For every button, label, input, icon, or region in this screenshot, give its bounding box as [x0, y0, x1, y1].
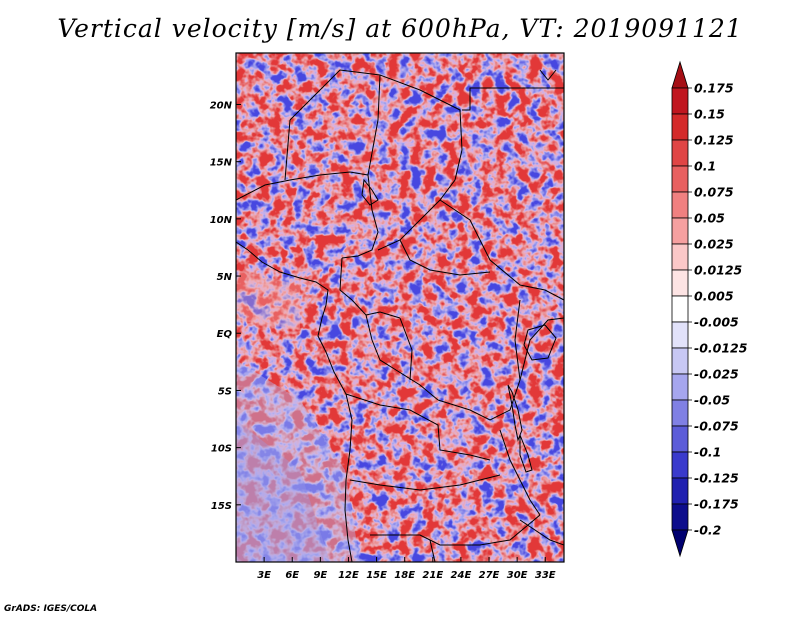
colorbar-segment: [671, 191, 689, 219]
lon-label: 6E: [285, 570, 299, 581]
lon-label: 30E: [507, 570, 528, 581]
colorbar-label: 0.15: [694, 107, 725, 122]
colorbar-max-triangle: [671, 60, 689, 89]
colorbar-label: 0.175: [694, 81, 734, 96]
colorbar-segment: [671, 139, 689, 167]
colorbar-label: -0.0125: [694, 341, 748, 356]
colorbar-segment: [671, 347, 689, 375]
velocity-field: [236, 53, 564, 562]
colorbar-label: 0.075: [694, 185, 734, 200]
colorbar-label: -0.125: [694, 471, 739, 486]
colorbar-segment: [671, 113, 689, 141]
colorbar-segment: [671, 451, 689, 479]
colorbar-label: -0.175: [694, 497, 739, 512]
colorbar-label: -0.1: [694, 445, 721, 460]
lon-label: 27E: [479, 570, 500, 581]
colorbar-label: 0.005: [694, 289, 734, 304]
colorbar-label: 0.0125: [694, 263, 743, 278]
lon-label: 24E: [451, 570, 472, 581]
colorbar-label: 0.025: [694, 237, 734, 252]
colorbar-segment: [671, 165, 689, 193]
colorbar-segment: [671, 503, 689, 531]
colorbar-label: -0.025: [694, 367, 739, 382]
lon-label: 21E: [422, 570, 443, 581]
chart-title: Vertical velocity [m/s] at 600hPa, VT: 2…: [57, 14, 743, 43]
colorbar-segment: [671, 321, 689, 349]
lat-label: 15N: [210, 158, 233, 169]
lon-label: 12E: [338, 570, 359, 581]
colorbar-label: 0.05: [694, 211, 725, 226]
atlantic-ocean-field: [236, 360, 360, 562]
lat-label: 5S: [218, 386, 232, 397]
lon-label: 18E: [394, 570, 415, 581]
lat-label: 5N: [217, 272, 233, 283]
colorbar-label: 0.1: [694, 159, 716, 174]
colorbar-segment: [671, 295, 689, 323]
lat-label: 20N: [210, 100, 233, 111]
colorbar-label: -0.005: [694, 315, 739, 330]
lon-label: 9E: [313, 570, 327, 581]
longitude-axis: 3E 6E 9E 12E 15E 18E 21E 24E 27E 30E 33E: [257, 557, 556, 581]
map-chart: 20N 15N 10N 5N EQ 5S 10S 15S 3E 6E 9E 12E 15E 18E 21E…: [210, 52, 748, 581]
colorbar-label: -0.05: [694, 393, 730, 408]
colorbar-label: -0.2: [694, 523, 721, 538]
colorbar-segment: [671, 477, 689, 505]
lat-label: 15S: [211, 501, 232, 512]
lat-label: 10N: [210, 215, 233, 226]
country-borders: [236, 69, 564, 562]
colorbar-segment: [671, 87, 689, 115]
colorbar-segment: [671, 399, 689, 427]
colorbar-segment: [671, 217, 689, 245]
lat-label: EQ: [217, 329, 233, 340]
grads-credit: GrADS: IGES/COLA: [4, 604, 98, 614]
colorbar-label: 0.125: [694, 133, 734, 148]
colorbar: 0.175 0.15 0.125 0.1 0.075 0.05 0.025 0.0125 0.0…: [671, 60, 748, 558]
lon-label: 33E: [535, 570, 556, 581]
lon-label: 3E: [257, 570, 271, 581]
colorbar-label: -0.075: [694, 419, 739, 434]
lon-label: 15E: [366, 570, 387, 581]
colorbar-segment: [671, 425, 689, 453]
colorbar-segment: [671, 373, 689, 401]
latitude-axis: 20N 15N 10N 5N EQ 5S 10S 15S: [210, 100, 241, 512]
colorbar-min-triangle: [671, 529, 689, 558]
map-frame: [235, 52, 565, 563]
colorbar-segment: [671, 243, 689, 271]
lat-label: 10S: [211, 444, 232, 455]
colorbar-segment: [671, 269, 689, 297]
